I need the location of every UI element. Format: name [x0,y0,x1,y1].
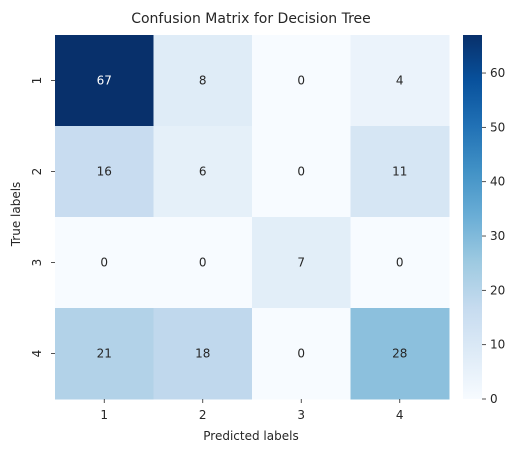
cell-value-label: 67 [97,74,112,88]
cell-value-label: 6 [199,165,207,179]
colorbar-tick-label: 10 [490,338,505,352]
cell-value-label: 0 [297,347,305,361]
heatmap-cells [55,35,450,400]
heatmap-cell-3-4 [350,217,450,309]
cell-value-label: 21 [97,347,112,361]
cell-value-label: 28 [392,347,407,361]
heatmap-cell-2-1 [55,126,154,218]
cell-value-label: 0 [297,74,305,88]
heatmap-cell-3-1 [55,217,154,309]
heatmap-cell-3-2 [153,217,253,309]
x-tick-label: 4 [396,408,404,422]
y-axis-label: True labels [9,182,23,248]
x-axis-label: Predicted labels [203,429,298,443]
cell-value-label: 0 [199,256,207,270]
cell-value-label: 16 [97,165,112,179]
heatmap-cell-1-4 [350,35,450,127]
colorbar-tick-label: 30 [490,229,505,243]
chart-title: Confusion Matrix for Decision Tree [131,11,371,27]
y-axis-ticks: 1 2 3 4 [30,77,55,358]
colorbar-ticks: 0 10 20 30 40 50 60 [482,66,505,406]
cell-value-label: 4 [396,74,404,88]
cell-value-label: 0 [396,256,404,270]
cell-value-label: 0 [297,165,305,179]
y-tick-label: 3 [30,259,44,267]
cell-value-label: 8 [199,74,207,88]
x-axis-ticks: 1 2 3 4 [100,399,404,422]
colorbar-tick-label: 20 [490,283,505,297]
colorbar-tick-label: 60 [490,66,505,80]
heatmap-cell-4-3 [252,308,351,400]
y-tick-label: 1 [30,77,44,85]
heatmap-cell-3-3 [252,217,351,309]
heatmap-cell-1-2 [153,35,253,127]
cell-value-label: 18 [195,347,210,361]
x-tick-label: 1 [100,408,108,422]
heatmap-cell-4-2 [153,308,253,400]
colorbar-tick-label: 0 [490,392,498,406]
y-tick-label: 2 [30,168,44,176]
x-tick-label: 3 [297,408,305,422]
heatmap-cell-4-1 [55,308,154,400]
heatmap-cell-1-3 [252,35,351,127]
cell-value-label: 7 [297,256,305,270]
colorbar [463,35,482,399]
cell-value-label: 0 [100,256,108,270]
y-tick-label: 4 [30,350,44,358]
colorbar-tick-label: 50 [490,120,505,134]
heatmap-cell-2-2 [153,126,253,218]
heatmap-cell-2-4 [350,126,450,218]
heatmap-cell-4-4 [350,308,450,400]
x-tick-label: 2 [199,408,207,422]
colorbar-tick-label: 40 [490,175,505,189]
heatmap-cell-2-3 [252,126,351,218]
heatmap-cell-1-1 [55,35,154,127]
cell-value-label: 11 [392,165,407,179]
heatmap-cell-labels: 67 8 0 4 16 6 0 11 0 0 7 0 21 18 0 28 [97,74,408,361]
